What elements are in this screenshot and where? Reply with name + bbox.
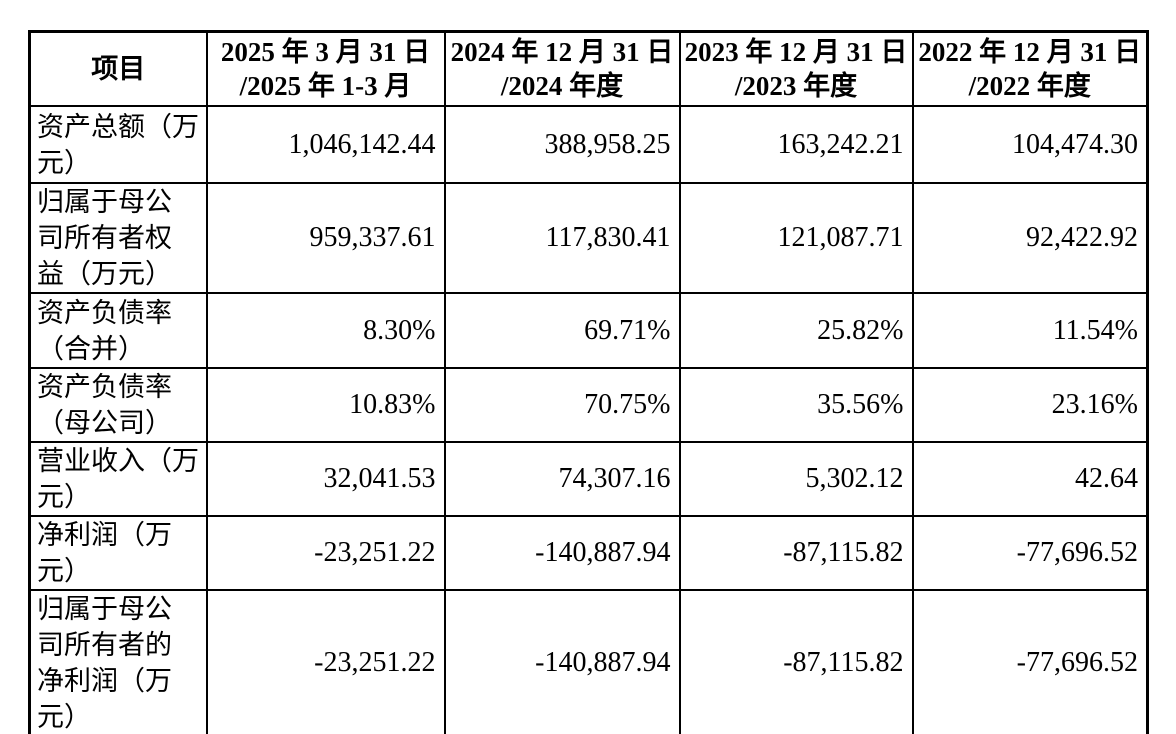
header-row: 项目 2025 年 3 月 31 日/2025 年 1-3 月 2024 年 12 … <box>28 30 1149 107</box>
value-cell: -87,115.82 <box>678 589 914 734</box>
table-row: 资产负债率 （合并） 8.30% 69.71% 25.82% 11.54% <box>28 292 1149 369</box>
value-cell: 388,958.25 <box>443 105 681 184</box>
row-label: 净利润（万 元） <box>28 515 208 591</box>
value-cell: 11.54% <box>911 292 1149 369</box>
value-cell: 74,307.16 <box>443 441 681 517</box>
value-cell: -23,251.22 <box>205 515 446 591</box>
value-cell: -140,887.94 <box>443 589 681 734</box>
table-row: 资产负债率 （母公司） 10.83% 70.75% 35.56% 23.16% <box>28 367 1149 443</box>
value-cell: -23,251.22 <box>205 589 446 734</box>
value-cell: 70.75% <box>443 367 681 443</box>
value-cell: 32,041.53 <box>205 441 446 517</box>
financial-summary-table: 项目 2025 年 3 月 31 日/2025 年 1-3 月 2024 年 12 … <box>28 30 1149 734</box>
value-cell: 42.64 <box>911 441 1149 517</box>
table-row: 归属于母公 司所有者的 净利润（万 元） -23,251.22 -140,887.94 -8… <box>28 589 1149 734</box>
value-cell: 25.82% <box>678 292 914 369</box>
value-cell: 1,046,142.44 <box>205 105 446 184</box>
value-cell: -87,115.82 <box>678 515 914 591</box>
value-cell: 5,302.12 <box>678 441 914 517</box>
value-cell: 23.16% <box>911 367 1149 443</box>
row-label: 归属于母公 司所有者的 净利润（万 元） <box>28 589 208 734</box>
value-cell: 92,422.92 <box>911 182 1149 294</box>
row-label: 归属于母公 司所有者权 益（万元） <box>28 182 208 294</box>
column-header-item: 项目 <box>28 30 208 107</box>
value-cell: 10.83% <box>205 367 446 443</box>
value-cell: 959,337.61 <box>205 182 446 294</box>
value-cell: 121,087.71 <box>678 182 914 294</box>
table-row: 净利润（万 元） -23,251.22 -140,887.94 -87,115.82 -7… <box>28 515 1149 591</box>
value-cell: -140,887.94 <box>443 515 681 591</box>
value-cell: 117,830.41 <box>443 182 681 294</box>
value-cell: 35.56% <box>678 367 914 443</box>
table-row: 归属于母公 司所有者权 益（万元） 959,337.61 117,830.41 121,0… <box>28 182 1149 294</box>
table-row: 资产总额（万 元） 1,046,142.44 388,958.25 163,242.21… <box>28 105 1149 184</box>
table-row: 营业收入（万 元） 32,041.53 74,307.16 5,302.12 42.64 <box>28 441 1149 517</box>
column-header-2024-12-31: 2024 年 12 月 31 日/2024 年度 <box>443 30 681 107</box>
row-label: 营业收入（万 元） <box>28 441 208 517</box>
row-label: 资产总额（万 元） <box>28 105 208 184</box>
column-header-2025-03-31: 2025 年 3 月 31 日/2025 年 1-3 月 <box>205 30 446 107</box>
table-body: 资产总额（万 元） 1,046,142.44 388,958.25 163,242.21… <box>28 105 1149 734</box>
value-cell: 69.71% <box>443 292 681 369</box>
value-cell: 8.30% <box>205 292 446 369</box>
value-cell: -77,696.52 <box>911 515 1149 591</box>
column-header-2022-12-31: 2022 年 12 月 31 日/2022 年度 <box>911 30 1149 107</box>
row-label: 资产负债率 （合并） <box>28 292 208 369</box>
value-cell: 104,474.30 <box>911 105 1149 184</box>
value-cell: -77,696.52 <box>911 589 1149 734</box>
column-header-2023-12-31: 2023 年 12 月 31 日/2023 年度 <box>678 30 914 107</box>
row-label: 资产负债率 （母公司） <box>28 367 208 443</box>
value-cell: 163,242.21 <box>678 105 914 184</box>
